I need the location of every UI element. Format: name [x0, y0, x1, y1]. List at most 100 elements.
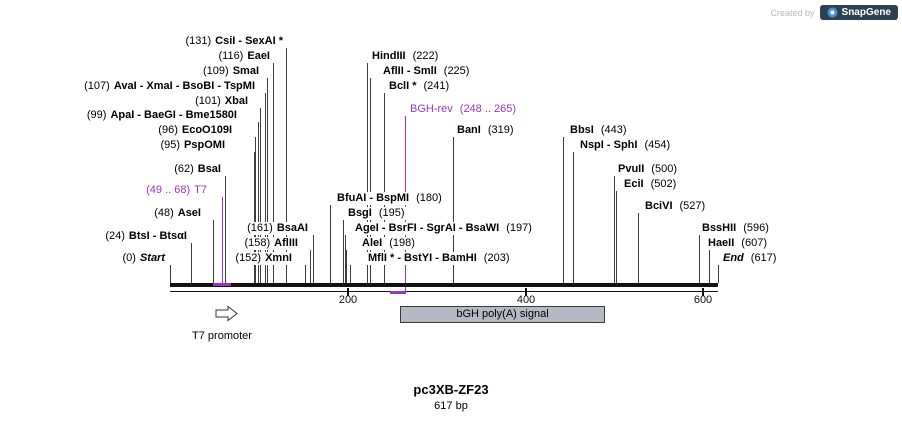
site-name: AseI	[177, 207, 201, 219]
restriction-site-label[interactable]: (109) SmaI	[202, 65, 260, 78]
site-name: BclI *	[389, 80, 417, 92]
restriction-site-label[interactable]: BfuAI - BspMI (180)	[336, 192, 443, 205]
callout-line	[254, 152, 255, 283]
site-name: HaeII	[708, 237, 735, 249]
restriction-site-label[interactable]: MflI * - BstYI - BamHI (203)	[367, 252, 511, 265]
callout-line	[699, 235, 700, 283]
site-name: BtsI - BtsαI	[128, 230, 187, 242]
restriction-site-label[interactable]: BclI * (241)	[388, 80, 451, 93]
site-name: AgeI - BsrFI - SgrAI - BsaWI	[355, 222, 500, 234]
sequence-start-label[interactable]: (0) Start	[121, 252, 166, 265]
site-name: BssHII	[702, 222, 737, 234]
bgh-rev-primer-bar[interactable]	[390, 291, 406, 294]
site-position: (107)	[84, 80, 110, 92]
site-name: BfuAI - BspMI	[337, 192, 410, 204]
ruler-tick-200	[347, 288, 349, 296]
site-position: (109)	[203, 65, 229, 77]
site-name: T7	[194, 184, 207, 196]
callout-line	[345, 235, 346, 283]
restriction-site-label[interactable]: (161) BsaAI	[246, 222, 309, 235]
restriction-site-label[interactable]: HaeII (607)	[707, 237, 768, 250]
site-position: (152)	[235, 252, 262, 264]
site-name: PvuII	[618, 163, 645, 175]
callout-line	[265, 93, 266, 283]
bgh-rev-primer-label[interactable]: BGH-rev (248 .. 265)	[409, 103, 518, 116]
site-position: (198)	[389, 237, 415, 249]
restriction-site-label[interactable]: PvuII (500)	[617, 163, 678, 176]
restriction-site-label[interactable]: BssHII (596)	[701, 222, 770, 235]
site-position: (95)	[160, 139, 181, 151]
site-position: (99)	[86, 109, 107, 121]
callout-line	[614, 176, 615, 283]
t7-promoter-label[interactable]: T7 promoter	[192, 330, 252, 342]
site-name: EaeI	[247, 50, 270, 62]
site-position: (607)	[741, 237, 767, 249]
site-name: BanI	[457, 124, 481, 136]
callout-line	[273, 63, 274, 283]
callout-line	[286, 48, 287, 283]
restriction-site-label[interactable]: (48) AseI	[153, 207, 202, 220]
restriction-site-label[interactable]: EciI (502)	[623, 178, 678, 191]
site-position: (49 .. 68)	[146, 184, 191, 196]
site-position: (527)	[679, 200, 706, 212]
site-position: (222)	[412, 50, 439, 62]
site-name: MflI * - BstYI - BamHI	[368, 252, 477, 264]
restriction-site-label[interactable]: (95) PspOMI	[159, 139, 226, 152]
restriction-site-label[interactable]: AflII - SmlI (225)	[382, 65, 471, 78]
callout-line	[310, 250, 311, 283]
restriction-site-label[interactable]: (101) XbaI	[194, 95, 249, 108]
restriction-site-label[interactable]: (99) ApaI - BaeGI - Bme1580I	[85, 109, 238, 122]
restriction-site-label[interactable]: BanI (319)	[456, 124, 515, 137]
plasmid-length: 617 bp	[434, 400, 468, 412]
restriction-site-label[interactable]: NspI - SphI (454)	[579, 139, 672, 152]
restriction-site-label[interactable]: BsgI (195)	[347, 207, 406, 220]
restriction-site-label[interactable]: AleI (198)	[361, 237, 416, 250]
restriction-site-label[interactable]: (24) BtsI - BtsαI	[104, 230, 188, 243]
t7-promoter-arrow[interactable]	[215, 305, 239, 327]
restriction-site-label[interactable]: BbsI (443)	[569, 124, 628, 137]
site-position: (319)	[487, 124, 514, 136]
site-name: CsiI - SexAI *	[215, 35, 283, 47]
bgh-poly-a-signal-feature[interactable]: bGH poly(A) signal	[400, 306, 605, 323]
site-position: (158)	[244, 237, 271, 249]
restriction-site-label[interactable]: (152) XmnI	[234, 252, 293, 265]
site-position: (596)	[743, 222, 769, 234]
site-position: (131)	[185, 35, 212, 47]
restriction-site-label[interactable]: (96) EcoO109I	[157, 124, 233, 137]
site-name: HindIII	[372, 50, 406, 62]
restriction-site-label[interactable]: (131) CsiI - SexAI *	[184, 35, 284, 48]
restriction-site-label[interactable]: BciVI (527)	[644, 200, 707, 213]
restriction-site-label[interactable]: HindIII (222)	[371, 50, 440, 63]
site-position: (101)	[195, 95, 221, 107]
sequence-end-label[interactable]: End (617)	[722, 252, 778, 265]
site-position: (195)	[378, 207, 405, 219]
restriction-site-label[interactable]: (158) AflIII	[243, 237, 299, 250]
site-position: (180)	[416, 192, 442, 204]
callout-line	[305, 265, 306, 283]
restriction-site-label[interactable]: AgeI - BsrFI - SgrAI - BsaWI (197)	[354, 222, 533, 235]
site-position: (197)	[506, 222, 532, 234]
restriction-site-label[interactable]: (107) AvaI - XmaI - BsoBI - TspMI	[83, 80, 256, 93]
callout-line	[573, 152, 574, 283]
callout-line	[330, 205, 331, 283]
restriction-site-label[interactable]: (62) BsaI	[173, 163, 222, 176]
site-position: (500)	[651, 163, 677, 175]
site-name: AvaI - XmaI - BsoBI - TspMI	[113, 80, 255, 92]
ruler-tick-600	[702, 288, 704, 296]
callout-line	[384, 93, 385, 283]
restriction-site-label[interactable]: (116) EaeI	[217, 50, 271, 63]
snapgene-badge: SnapGene	[819, 5, 898, 20]
snapgene-brand-text: SnapGene	[841, 7, 891, 18]
site-name: PspOMI	[184, 139, 225, 151]
sequence-line[interactable]	[170, 283, 718, 287]
callout-line	[213, 220, 214, 283]
t7-primer-bar[interactable]	[213, 283, 231, 286]
callout-line	[453, 137, 454, 283]
site-name: AflIII	[274, 237, 298, 249]
site-name: End	[723, 252, 744, 264]
site-position: (617)	[750, 252, 777, 264]
site-position: (0)	[122, 252, 136, 264]
site-position: (203)	[483, 252, 510, 264]
t7-primer-label[interactable]: (49 .. 68) T7	[145, 184, 208, 197]
